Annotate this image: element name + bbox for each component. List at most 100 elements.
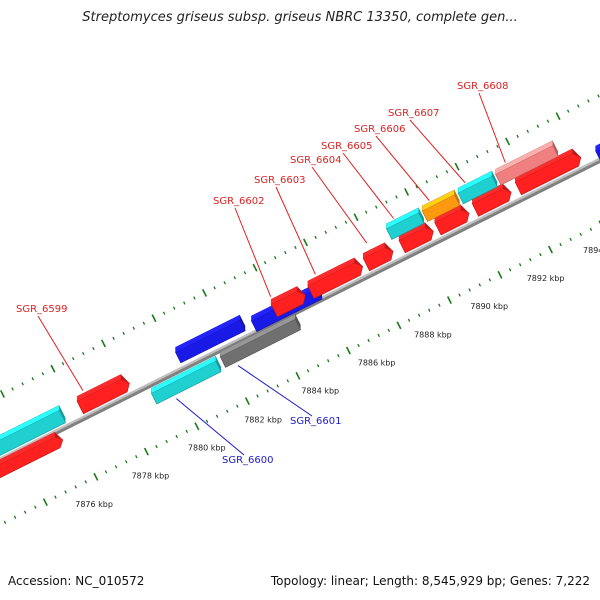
ruler-tick [468, 288, 471, 292]
gene-sgr-6601[interactable] [219, 313, 302, 368]
gene-feature[interactable] [514, 148, 582, 196]
ruler-tick [569, 237, 572, 242]
ruler-tick [132, 326, 136, 330]
gene-sgr-6600[interactable] [150, 355, 222, 405]
coordinate-label: 7888 kbp [414, 330, 452, 339]
ruler-tick [478, 283, 482, 287]
ruler-tick [0, 390, 5, 398]
ruler-tick [566, 109, 570, 113]
ruler-tick [505, 137, 511, 146]
ruler-tick [465, 159, 469, 164]
gene-label[interactable]: SGR_6606 [354, 124, 406, 135]
ruler-tick [104, 470, 108, 474]
ruler-tick [428, 308, 431, 312]
ruler-tick [344, 220, 348, 224]
ruler-tick [202, 288, 208, 297]
gene-sgr-6602[interactable] [270, 286, 306, 318]
gene-labels: SGR_6599 SGR_6600 SGR_6601 SGR_6602 SGR_6603… [16, 81, 509, 466]
ruler-tick [273, 255, 277, 260]
ruler-tick [84, 480, 88, 484]
gene-label-leader [234, 207, 272, 297]
ruler-tick [435, 175, 439, 179]
gene-feature[interactable] [471, 183, 512, 217]
gene-feature[interactable] [595, 126, 600, 161]
ruler-tick [50, 364, 56, 373]
ruler-tick [306, 369, 310, 373]
ruler-tick [151, 314, 157, 323]
ruler-tick [353, 213, 359, 222]
accession-text: Accession: NC_010572 [8, 574, 145, 588]
ruler-tick [496, 144, 499, 149]
ruler-tick [518, 263, 522, 267]
ruler-tick [559, 242, 562, 247]
gene-feature[interactable] [175, 314, 246, 364]
gene-label[interactable]: SGR_6608 [457, 81, 509, 92]
ruler-tick [579, 232, 583, 237]
ruler-tick [213, 286, 216, 290]
coordinate-label: 7890 kbp [470, 302, 508, 311]
ruler-tick [364, 210, 368, 214]
gene-sgr-6599[interactable] [76, 374, 130, 415]
genome-title: Streptomyces griseus subsp. griseus NBRC… [82, 10, 518, 25]
ruler-tick [194, 422, 200, 431]
ruler-tick [143, 447, 149, 456]
ruler-tick [407, 318, 411, 322]
gene-label[interactable]: SGR_6604 [290, 155, 342, 166]
ruler-tick [374, 205, 378, 209]
gene-label[interactable]: SGR_6607 [388, 108, 440, 119]
ruler-tick [417, 313, 421, 317]
gene-label[interactable]: SGR_6601 [290, 416, 342, 427]
gene-label[interactable]: SGR_6600 [222, 455, 274, 466]
ruler-tick [577, 104, 580, 108]
gene-feature[interactable] [0, 431, 64, 508]
gene-label-leader [342, 152, 394, 219]
ruler-tick [185, 429, 189, 434]
ruler-tick [395, 195, 398, 199]
gene-sgr-6603[interactable] [307, 257, 364, 299]
gene-label[interactable]: SGR_6605 [321, 141, 373, 152]
gene-label-leader [176, 398, 245, 456]
gene-label-leader [409, 119, 466, 184]
gene-label[interactable]: SGR_6603 [254, 175, 306, 186]
ruler-tick [458, 293, 461, 297]
gene-feature[interactable] [434, 204, 470, 236]
gene-label-leader [237, 365, 313, 417]
ruler-tick [233, 276, 237, 280]
gene-label[interactable]: SGR_6599 [16, 304, 68, 315]
gene-label[interactable]: SGR_6602 [213, 196, 265, 207]
gene-sgr-6604[interactable] [362, 242, 394, 272]
ruler-tick [122, 331, 125, 335]
ruler-tick [294, 245, 297, 250]
ruler-tick [64, 490, 67, 494]
ruler-tick [488, 278, 492, 282]
gene-feature[interactable] [398, 222, 434, 254]
ruler-tick [516, 134, 519, 138]
gene-feature[interactable] [0, 404, 66, 490]
ruler-tick [587, 99, 590, 103]
ruler-tick [71, 356, 75, 361]
ruler-tick [3, 520, 7, 524]
coordinate-label: 7882 kbp [244, 415, 282, 424]
ruler-tick [387, 328, 391, 333]
ruler-tick [172, 306, 176, 310]
ruler-tick [295, 371, 301, 380]
coordinate-label: 7884 kbp [301, 387, 339, 396]
ruler-tick [536, 124, 540, 128]
ruler-tick [155, 444, 158, 449]
backbone-line [0, 159, 600, 464]
ruler-tick [135, 455, 138, 459]
ruler-tick [256, 394, 259, 398]
gene-sgr-6607[interactable] [457, 170, 498, 205]
gene-sgr-6606[interactable] [421, 189, 461, 223]
gene-sgr-6605[interactable] [385, 207, 425, 240]
ruler-tick [183, 301, 186, 305]
gene-label-leader [311, 166, 368, 244]
ruler-tick [23, 510, 27, 514]
ruler-tick [555, 112, 561, 121]
ruler-tick [225, 409, 229, 413]
gene-sgr-6608[interactable] [495, 140, 559, 186]
genome-summary-text: Topology: linear; Length: 8,545,929 bp; … [270, 574, 590, 588]
ruler-tick [314, 235, 317, 240]
ruler-tick [377, 333, 381, 338]
